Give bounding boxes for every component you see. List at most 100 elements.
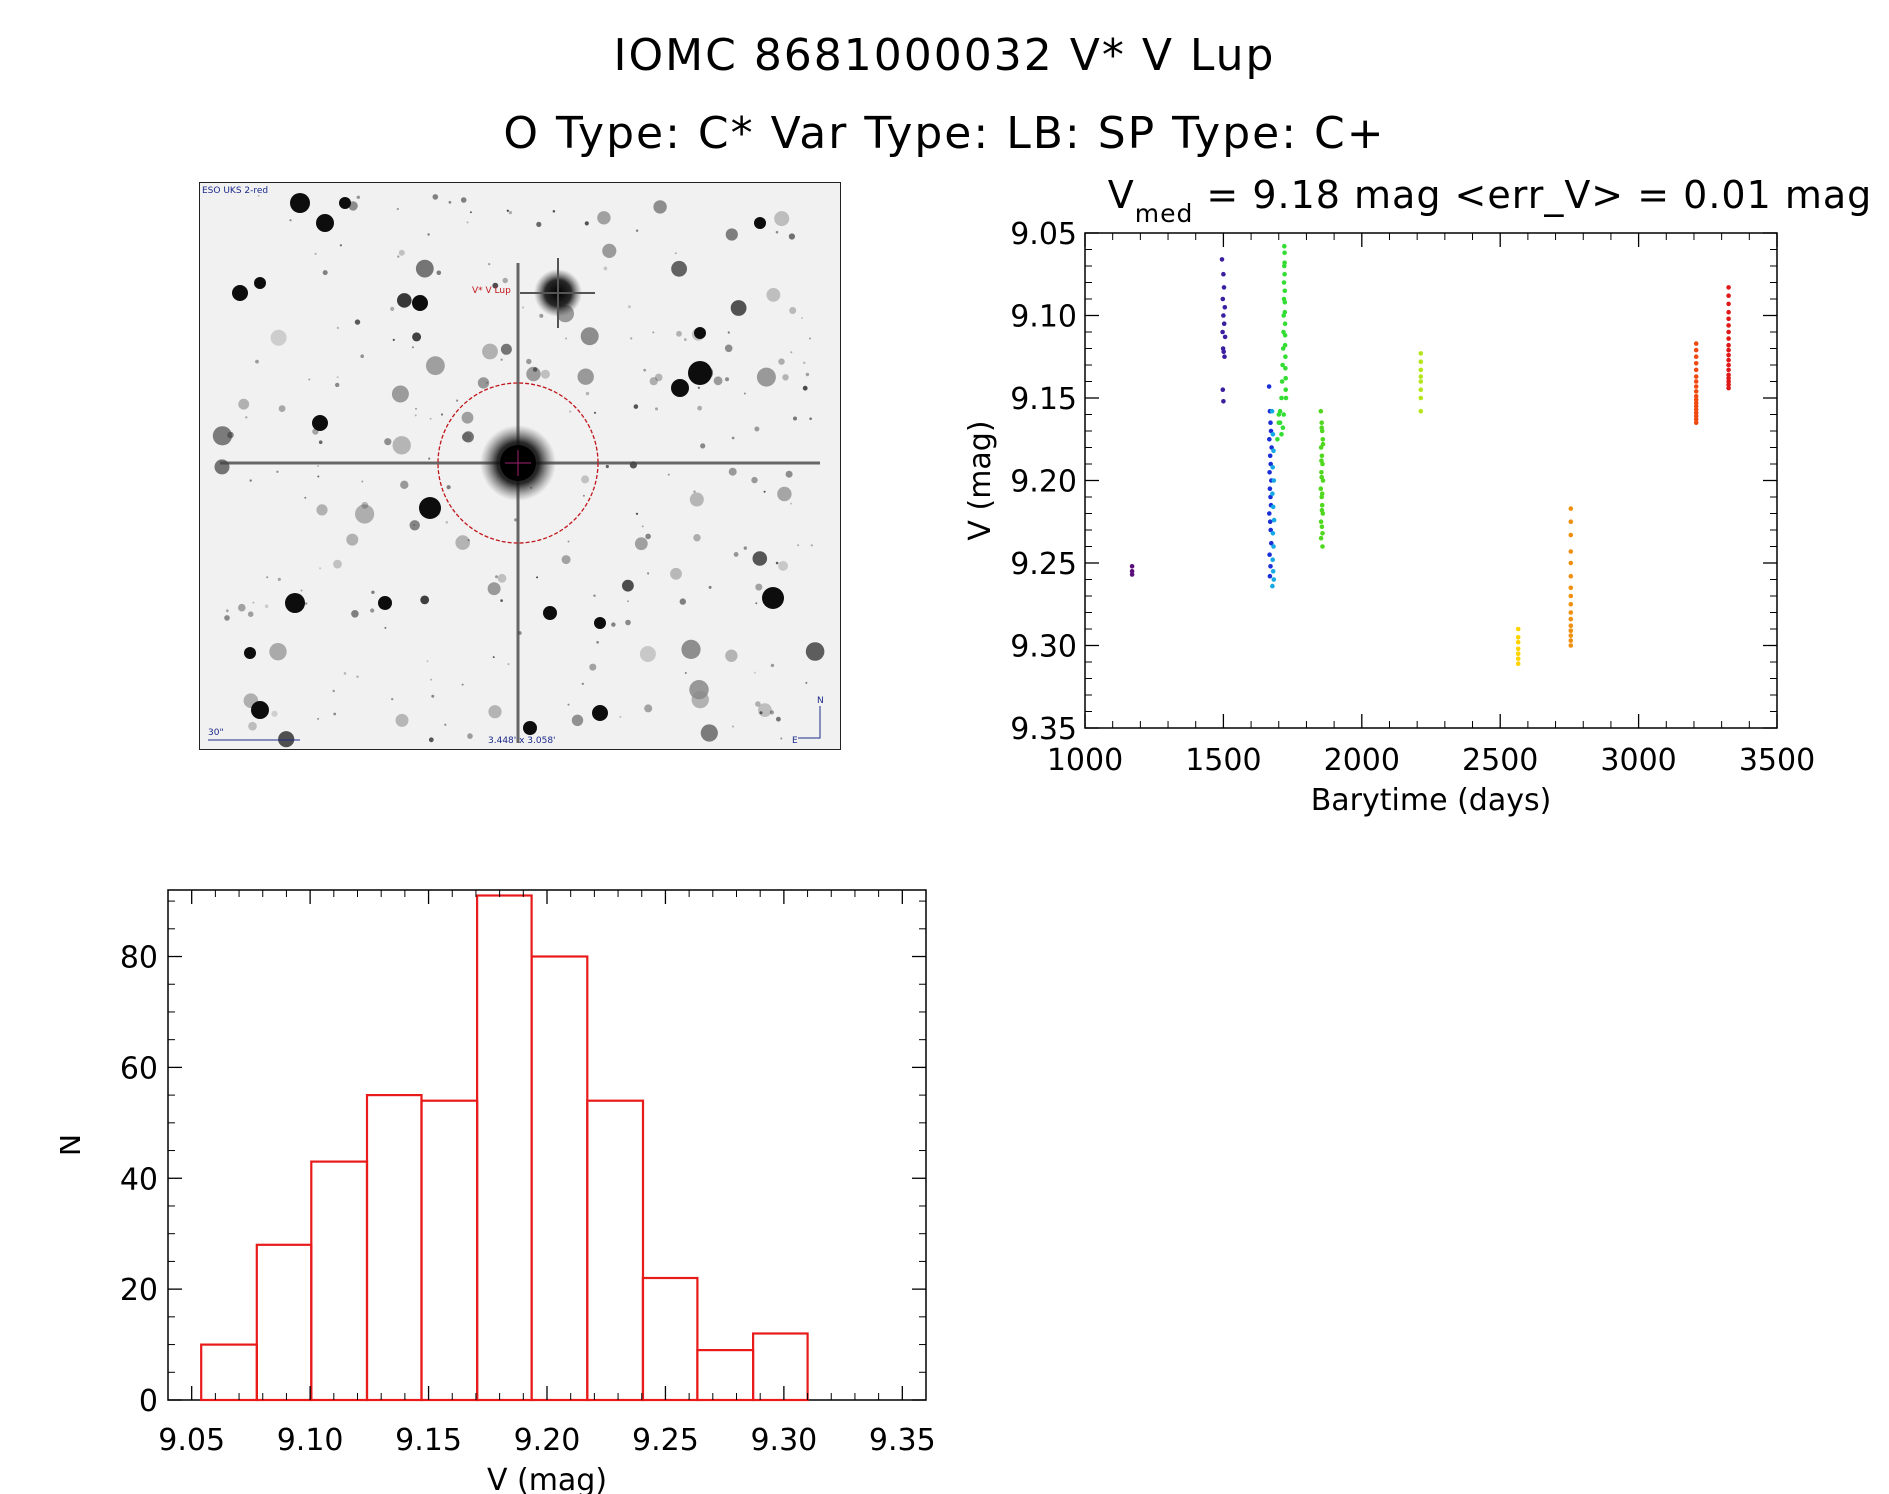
field-star xyxy=(308,378,311,381)
field-star xyxy=(497,573,507,583)
data-point xyxy=(1693,361,1699,366)
field-star xyxy=(725,649,738,662)
field-star xyxy=(427,233,430,236)
data-point xyxy=(1270,491,1275,497)
data-point xyxy=(1268,527,1273,533)
finder-chart-image: ESO UKS 2-red V* V Lup 30" 3.448' x 3.05… xyxy=(199,182,841,750)
field-star xyxy=(788,233,796,240)
field-star xyxy=(762,587,784,609)
field-star xyxy=(290,193,310,213)
field-star xyxy=(592,705,608,721)
field-star xyxy=(805,681,808,684)
field-star xyxy=(495,575,498,579)
data-point xyxy=(1568,519,1574,524)
field-star xyxy=(500,599,503,602)
field-star xyxy=(419,497,441,519)
field-star xyxy=(456,399,459,402)
field-star xyxy=(254,277,266,289)
field-star xyxy=(339,197,351,209)
data-point xyxy=(1319,474,1324,480)
y-tick-label: 9.25 xyxy=(1010,547,1077,582)
data-point xyxy=(1568,638,1574,643)
field-star xyxy=(462,431,474,443)
field-star xyxy=(460,197,467,203)
data-point xyxy=(1282,309,1288,315)
field-star xyxy=(224,615,230,621)
y-tick-label: 9.35 xyxy=(1010,712,1077,747)
field-star xyxy=(755,583,763,591)
field-star xyxy=(391,698,394,701)
data-point xyxy=(1568,602,1574,607)
data-point xyxy=(1318,535,1324,541)
field-star xyxy=(448,200,452,204)
field-star xyxy=(391,385,409,403)
field-star xyxy=(622,579,634,592)
field-star xyxy=(605,464,609,469)
field-star xyxy=(552,210,556,213)
x-tick-label: 9.10 xyxy=(277,1423,344,1458)
data-point xyxy=(1693,354,1699,359)
histogram-bar xyxy=(310,1160,369,1402)
data-point xyxy=(1726,379,1731,384)
data-point xyxy=(1568,585,1574,591)
field-star xyxy=(285,593,305,613)
field-star xyxy=(392,436,411,455)
field-star xyxy=(730,300,747,316)
field-star xyxy=(440,413,444,416)
field-star xyxy=(778,358,785,365)
field-star xyxy=(398,249,405,256)
field-star xyxy=(446,485,451,490)
data-point xyxy=(1418,359,1424,364)
data-point xyxy=(1693,417,1699,422)
y-axis-label: N xyxy=(60,1134,88,1156)
field-star xyxy=(400,480,409,489)
finder-north-label: N xyxy=(817,696,824,706)
field-star xyxy=(797,544,800,547)
x-tick-label: 9.25 xyxy=(632,1423,699,1458)
chart-title-line1: IOMC 8681000032 V* V Lup xyxy=(613,30,1276,81)
data-point xyxy=(1693,389,1699,394)
field-star xyxy=(801,317,804,319)
data-point xyxy=(1568,610,1574,615)
data-point xyxy=(1271,478,1277,483)
field-star xyxy=(763,490,766,493)
field-star xyxy=(688,361,712,385)
field-star xyxy=(770,663,775,668)
field-star xyxy=(304,496,307,499)
field-star xyxy=(271,710,278,717)
field-star xyxy=(336,376,339,379)
data-point xyxy=(1267,552,1272,557)
data-point xyxy=(1271,544,1276,549)
field-star xyxy=(693,534,701,542)
field-star xyxy=(585,391,590,396)
field-star xyxy=(502,277,508,284)
field-star xyxy=(647,572,650,575)
chart-title-line2: O Type: C* Var Type: LB: SP Type: C+ xyxy=(503,108,1386,159)
field-star xyxy=(754,426,760,432)
x-tick-label: 2000 xyxy=(1324,743,1400,778)
data-point xyxy=(1282,260,1287,265)
data-point xyxy=(1515,639,1521,645)
field-star xyxy=(339,244,342,247)
light-curve-plot-frame xyxy=(1084,232,1778,729)
data-point xyxy=(1693,420,1699,425)
x-tick-label: 9.35 xyxy=(869,1423,936,1458)
field-star xyxy=(355,504,375,524)
field-star xyxy=(567,703,570,706)
field-star xyxy=(361,501,369,509)
data-point xyxy=(1693,367,1699,373)
data-point xyxy=(1693,379,1699,384)
field-star xyxy=(571,714,584,726)
data-point xyxy=(1726,323,1731,328)
field-star xyxy=(731,725,735,728)
data-point xyxy=(1319,524,1325,529)
field-star xyxy=(671,379,689,397)
field-star xyxy=(635,229,639,232)
field-star xyxy=(645,533,651,540)
y-tick-label: 9.05 xyxy=(1010,217,1077,252)
data-point xyxy=(1267,511,1272,516)
field-star xyxy=(249,479,252,482)
field-star xyxy=(725,228,738,241)
field-star xyxy=(561,555,571,565)
data-point xyxy=(1267,453,1273,459)
